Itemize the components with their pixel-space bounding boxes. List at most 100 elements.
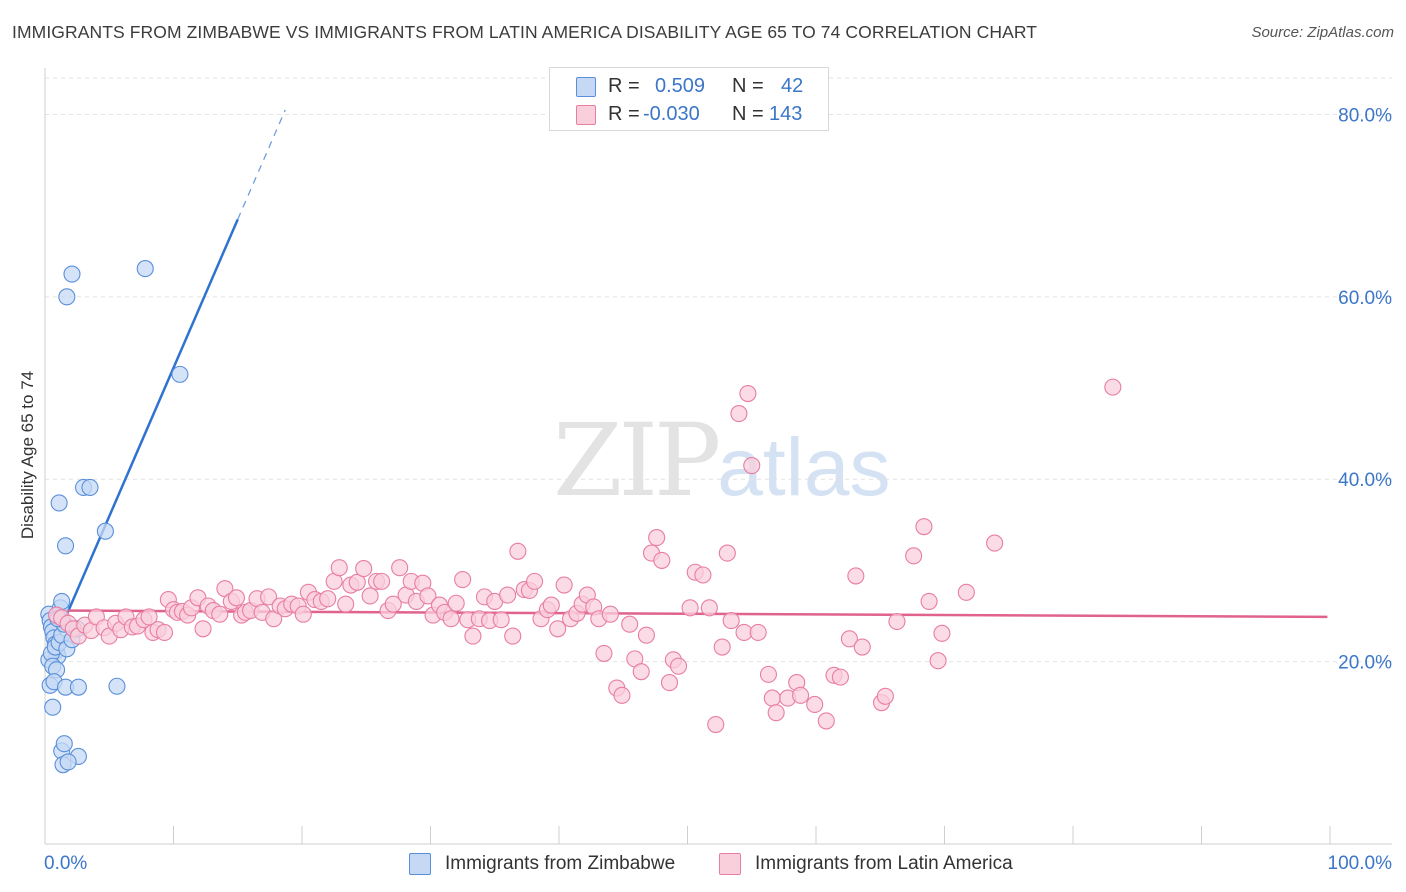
latin-america-point: [194, 620, 212, 638]
legend-row-zimbabwe: R = 0.509 N = 42: [550, 72, 828, 100]
latin-america-point: [348, 573, 366, 591]
zimbabwe-point: [96, 522, 114, 540]
latin-america-point: [613, 686, 631, 704]
series-legend-zimbabwe: Immigrants from Zimbabwe: [409, 851, 675, 877]
latin-america-point: [542, 596, 560, 614]
zimbabwe-point: [81, 478, 99, 496]
latin-america-point: [373, 572, 391, 590]
x-tick-label: 0.0%: [44, 853, 87, 874]
latin-america-point: [763, 689, 781, 707]
zimbabwe-point: [171, 365, 189, 383]
y-tick-label: 80.0%: [1338, 105, 1392, 126]
latin-america-point: [330, 559, 348, 577]
latin-america-point: [601, 605, 619, 623]
zimbabwe-point: [63, 265, 81, 283]
trend-lines: [46, 109, 1328, 660]
latin-america-point: [957, 583, 975, 601]
latin-america-point: [294, 605, 312, 623]
latin-america-point: [986, 534, 1004, 552]
series-label-latin-america: Immigrants from Latin America: [755, 853, 1013, 874]
legend-n-label: N =: [732, 102, 764, 125]
series-legend-latin-america: Immigrants from Latin America: [719, 851, 1013, 877]
zimbabwe-point: [59, 753, 77, 771]
latin-america-point: [739, 384, 757, 403]
axes: [44, 68, 1392, 845]
latin-america-point: [792, 686, 810, 704]
latin-america-point: [759, 665, 778, 683]
latin-america-point: [933, 624, 951, 642]
watermark-zip: ZIP: [553, 402, 721, 519]
latin-america-point: [648, 529, 666, 547]
latin-america-point: [1104, 378, 1122, 396]
latin-america-point: [632, 663, 650, 681]
latin-america-point: [637, 626, 655, 644]
y-axis-title: Disability Age 65 to 74: [18, 370, 37, 540]
latin-america-point: [767, 704, 785, 722]
zimbabwe-point: [108, 677, 126, 695]
latin-america-point: [660, 674, 679, 692]
latin-america-point: [929, 652, 947, 670]
latin-america-point: [211, 605, 229, 623]
legend-swatch-latin-america: [576, 105, 596, 125]
latin-america-point: [526, 572, 544, 590]
legend-r-label: R =: [608, 74, 640, 97]
legend-r-value: -0.030: [643, 102, 700, 125]
gridlines: [45, 77, 1392, 663]
zimbabwe-point: [55, 735, 73, 753]
latin-america-point: [730, 405, 748, 423]
latin-america-point: [817, 712, 835, 730]
zimbabwe-point: [44, 698, 62, 716]
latin-america-point: [361, 587, 379, 605]
zimbabwe-trend-line: [46, 218, 239, 660]
y-tick-label: 20.0%: [1338, 653, 1392, 674]
latin-america-point: [920, 592, 938, 610]
correlation-legend: R = 0.509 N = 42 R = -0.030 N = 143: [549, 67, 829, 131]
latin-america-point: [718, 544, 736, 562]
latin-america-point: [743, 457, 761, 475]
legend-r-label: R =: [608, 102, 640, 125]
chart-title: IMMIGRANTS FROM ZIMBABWE VS IMMIGRANTS F…: [12, 22, 1038, 42]
latin-america-point: [713, 638, 731, 656]
legend-swatch-zimbabwe: [576, 77, 596, 97]
latin-america-point: [876, 687, 894, 705]
latin-america-point: [888, 612, 906, 631]
watermark: ZIPatlas: [553, 402, 891, 519]
latin-america-point: [227, 589, 246, 607]
latin-america-point: [722, 612, 740, 630]
latin-america-point: [653, 551, 671, 569]
legend-n-value: 42: [781, 74, 804, 97]
latin-america-point: [806, 695, 824, 714]
latin-america-point: [384, 595, 402, 613]
zimbabwe-point: [136, 260, 154, 278]
latin-america-point: [155, 623, 174, 641]
data-points: [40, 260, 1122, 774]
latin-america-point: [492, 611, 510, 629]
latin-america-point: [847, 567, 865, 585]
latin-america-point: [595, 644, 613, 662]
zimbabwe-point: [69, 678, 87, 696]
latin-america-point: [840, 630, 858, 648]
latin-america-point: [499, 586, 517, 604]
legend-r-value: 0.509: [655, 74, 706, 97]
latin-america-point: [621, 615, 639, 633]
latin-america-point: [700, 599, 718, 617]
series-swatch-zimbabwe: [409, 853, 431, 875]
y-tick-label: 40.0%: [1338, 470, 1392, 491]
latin-america-point: [454, 570, 472, 589]
latin-america-point: [853, 638, 871, 656]
latin-america-point: [337, 595, 355, 613]
x-tick-label: 100.0%: [1328, 853, 1393, 874]
latin-america-point: [464, 627, 482, 645]
latin-america-point: [555, 576, 573, 594]
legend-row-latin-america: R = -0.030 N = 143: [550, 100, 828, 128]
latin-america-point: [419, 587, 437, 605]
latin-america-point: [681, 599, 699, 617]
zimbabwe-point: [50, 494, 68, 512]
latin-america-point: [915, 518, 933, 536]
latin-america-point: [749, 623, 767, 641]
latin-america-point: [442, 610, 460, 628]
zimbabwe-trend-extension: [237, 109, 286, 220]
legend-n-label: N =: [732, 74, 764, 97]
latin-america-point: [549, 620, 567, 638]
series-swatch-latin-america: [719, 853, 741, 875]
